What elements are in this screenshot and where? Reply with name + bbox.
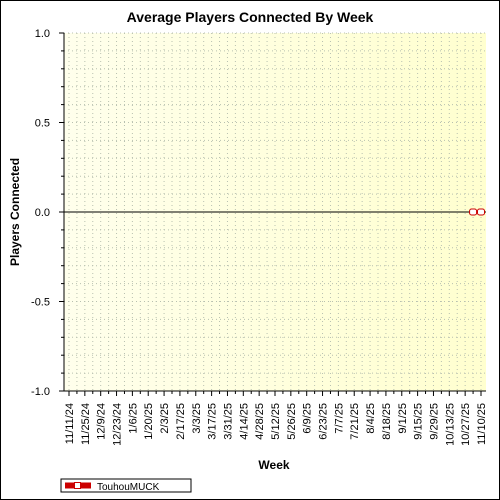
x-tick-labels: 11/11/24 11/25/24 12/9/24 12/23/24 1/6/25 1/2… [64,403,488,446]
x-tick-label: 6/23/25 [318,403,330,440]
series-layer [469,208,485,216]
legend: TouhouMUCK [60,478,192,493]
x-tick-label: 10/13/25 [444,403,456,446]
legend-marker [74,482,81,489]
x-tick-label: 7/21/25 [349,403,361,440]
y-axis-label: Players Connected [8,158,22,266]
legend-box [60,478,192,493]
y-tick-label: 1.0 [35,28,50,40]
x-tick-label: 2/3/25 [159,403,171,434]
x-tick-label: 7/7/25 [333,403,345,434]
x-tick-label: 10/27/25 [460,403,472,446]
chart-title: Average Players Connected By Week [127,9,374,25]
x-tick-label: 6/9/25 [302,403,314,434]
x-tick-label: 11/11/24 [64,403,76,444]
y-tick-label: -0.5 [31,297,50,309]
y-tick-label: -1.0 [31,386,50,398]
x-tick-label: 9/29/25 [428,403,440,440]
x-axis-label: Week [258,458,289,472]
x-tick-label: 12/23/24 [112,403,124,446]
x-tick-label: 5/12/25 [270,403,282,440]
x-tick-label: 9/15/25 [413,403,425,440]
x-tick-label: 1/6/25 [127,403,139,434]
x-tick-label: 3/31/25 [222,403,234,440]
legend-label: TouhouMUCK [97,482,160,493]
y-tick-label: 0.5 [35,118,50,130]
y-tick-labels: 1.0 0.5 0.0 -0.5 -1.0 [31,28,50,398]
axes [59,32,486,396]
y-tick-label: 0.0 [35,207,50,219]
data-point [469,208,478,216]
x-tick-label: 12/9/24 [96,403,108,440]
x-tick-label: 4/14/25 [238,403,250,440]
x-tick-label: 11/25/24 [80,403,92,445]
x-tick-label: 5/26/25 [286,403,298,440]
x-tick-label: 1/20/25 [143,403,155,440]
x-tick-label: 3/3/25 [191,403,203,434]
x-tick-label: 3/17/25 [207,403,219,440]
x-tick-label: 9/1/25 [397,403,409,434]
x-tick-label: 2/17/25 [175,403,187,440]
x-tick-label: 4/28/25 [254,403,266,440]
data-point [477,208,485,216]
x-tick-label: 8/4/25 [365,403,377,434]
x-tick-label: 8/18/25 [381,403,393,440]
x-tick-label: 11/10/25 [476,403,488,445]
